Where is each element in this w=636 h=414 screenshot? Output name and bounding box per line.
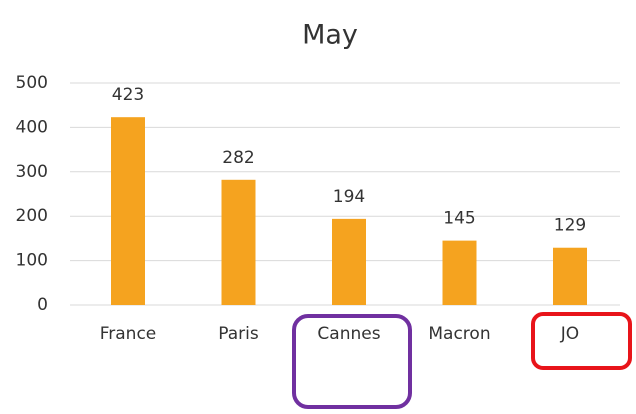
data-label: 129 <box>554 216 586 236</box>
y-tick-label: 100 <box>16 251 48 271</box>
bar <box>221 179 256 305</box>
data-label: 145 <box>443 209 475 229</box>
y-tick-label: 500 <box>16 73 48 93</box>
data-label: 423 <box>112 85 144 105</box>
x-tick-label: Macron <box>428 324 490 344</box>
highlight-box <box>292 314 412 409</box>
x-tick-label: France <box>100 324 157 344</box>
chart-title: May <box>302 20 358 51</box>
bar <box>553 247 587 305</box>
y-tick-label: 0 <box>37 295 48 315</box>
x-tick-label: Paris <box>218 324 259 344</box>
bar <box>111 117 145 305</box>
y-tick-label: 400 <box>16 117 48 137</box>
bar <box>332 218 366 305</box>
x-tick-label: JO <box>560 324 579 344</box>
data-label: 282 <box>222 148 254 168</box>
bar <box>442 240 477 305</box>
y-tick-label: 200 <box>16 206 48 226</box>
data-label: 194 <box>333 187 365 207</box>
y-tick-label: 300 <box>16 162 48 182</box>
highlight-box <box>531 312 632 370</box>
x-tick-label: Cannes <box>317 324 380 344</box>
